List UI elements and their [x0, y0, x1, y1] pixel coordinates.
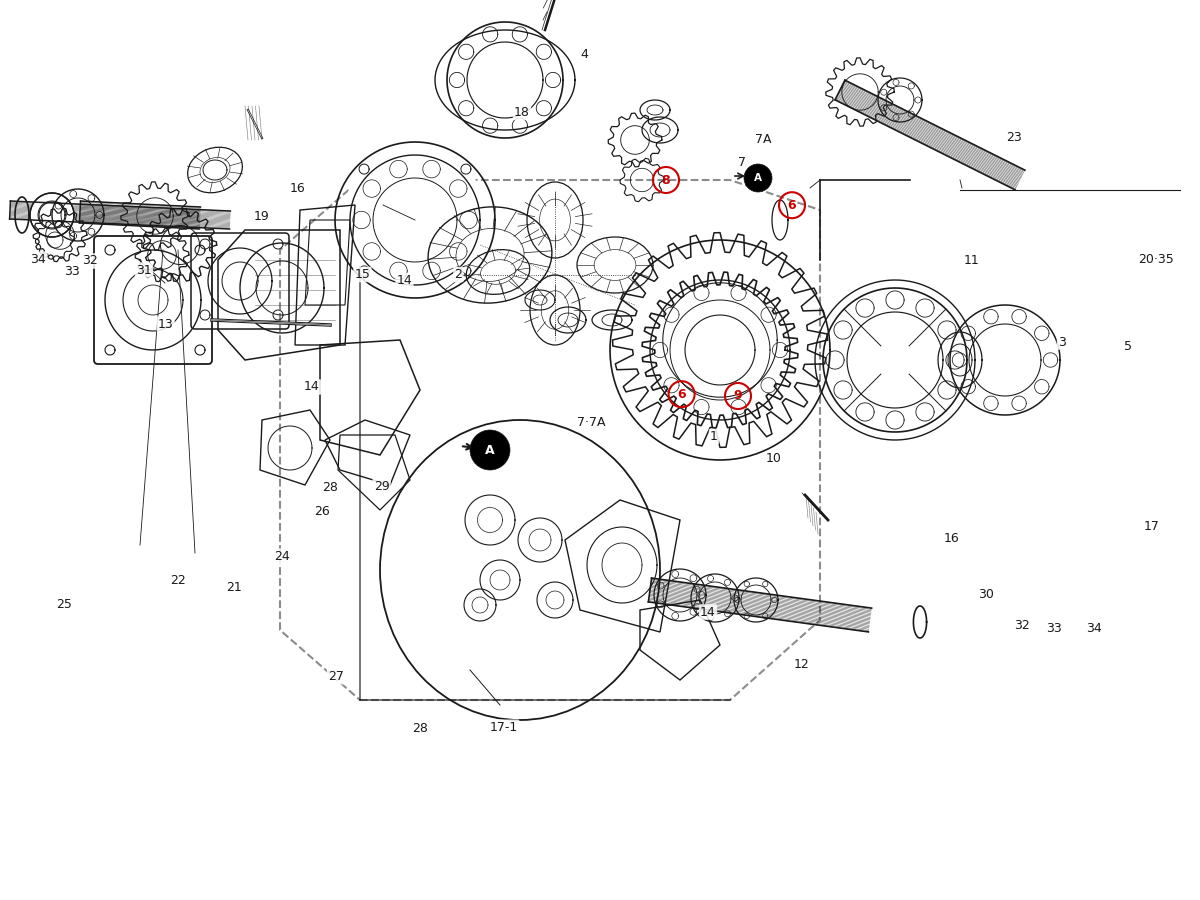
Circle shape [744, 164, 772, 192]
Text: 29: 29 [373, 480, 390, 492]
Text: A: A [485, 444, 494, 456]
Text: 6: 6 [787, 199, 797, 212]
Text: 17-1: 17-1 [490, 721, 518, 734]
Text: 22: 22 [169, 574, 186, 587]
Text: 32: 32 [82, 255, 98, 267]
Text: 4: 4 [581, 48, 588, 60]
Text: 15: 15 [354, 268, 371, 281]
Text: 7: 7 [738, 156, 745, 168]
Text: 5: 5 [1124, 340, 1132, 353]
Text: 18: 18 [514, 106, 530, 119]
Text: 33: 33 [1045, 622, 1062, 634]
Text: 16: 16 [289, 183, 306, 195]
Text: 26: 26 [313, 505, 330, 518]
Polygon shape [592, 310, 632, 330]
Text: 3: 3 [1058, 336, 1066, 348]
Text: A: A [754, 173, 762, 183]
Text: 7A: 7A [755, 133, 772, 146]
Text: 28: 28 [412, 723, 428, 735]
Text: 32: 32 [1014, 619, 1031, 632]
Text: 34: 34 [30, 253, 47, 266]
Text: 16: 16 [943, 532, 960, 544]
Text: 6: 6 [677, 388, 686, 400]
Text: 7·7A: 7·7A [577, 417, 606, 429]
Text: 24: 24 [274, 550, 290, 562]
Text: 23: 23 [1006, 131, 1022, 144]
Text: 31: 31 [136, 264, 152, 276]
Text: 34: 34 [1086, 622, 1103, 634]
Text: 11: 11 [964, 255, 980, 267]
Polygon shape [343, 148, 487, 292]
Text: 12: 12 [793, 658, 810, 670]
Text: 17: 17 [1144, 520, 1160, 533]
Text: 27: 27 [328, 670, 344, 683]
Text: 1: 1 [710, 430, 718, 443]
Text: 19: 19 [253, 210, 270, 222]
Circle shape [470, 430, 510, 470]
Text: 13: 13 [157, 318, 174, 330]
Text: 25: 25 [55, 598, 72, 611]
Text: 14: 14 [304, 381, 320, 393]
Text: 28: 28 [322, 482, 338, 494]
Text: 14: 14 [700, 606, 716, 618]
Text: 33: 33 [64, 266, 80, 278]
Text: 8: 8 [661, 174, 671, 186]
Text: 10: 10 [766, 453, 782, 465]
Polygon shape [772, 200, 788, 240]
Polygon shape [30, 193, 74, 237]
Text: 21: 21 [226, 581, 242, 594]
Text: 20·35: 20·35 [1138, 253, 1174, 266]
Text: 30: 30 [978, 588, 995, 600]
Text: 2: 2 [455, 268, 462, 281]
Text: 9: 9 [733, 390, 743, 402]
Text: 14: 14 [396, 274, 413, 287]
